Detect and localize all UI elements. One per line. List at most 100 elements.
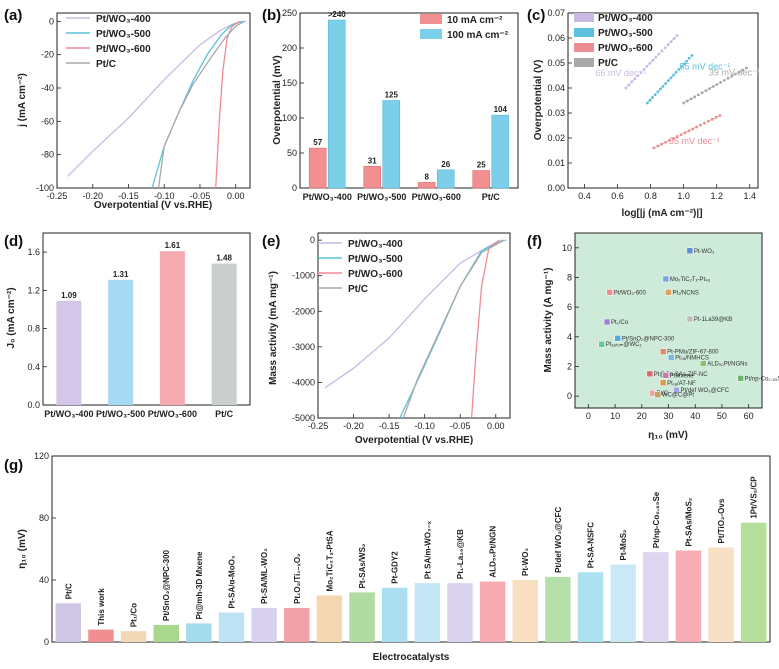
- panel-b-letter: (b): [262, 7, 281, 24]
- panel-c-legend-swatch: [574, 13, 594, 22]
- panel-c-ytick-label: 0.03: [547, 108, 565, 118]
- panel-a-xtick-label: -0.10: [154, 191, 175, 201]
- panel-e-plot-frame: [317, 232, 511, 419]
- panel-b: (b) 0 50 100 150 200 250 57 >240 Pt/WO₃-400 31 125 P…: [262, 7, 519, 202]
- panel-d-data-label: 1.48: [216, 254, 232, 263]
- panel-b-data-label: 104: [494, 105, 508, 114]
- panel-f-data-point: [606, 289, 613, 296]
- panel-b-bar: [327, 19, 346, 189]
- panel-c-legend-label: Pt/WO₃-600: [598, 43, 653, 54]
- panel-f-data-point: [686, 315, 694, 323]
- panel-c-xtick-label: 1.4: [743, 191, 756, 201]
- panel-g-category-label: Pt₁O₂/Ti₁₋ₓO₂: [293, 553, 302, 604]
- panel-f-point-label: Pt/SnO₂@NPC-300: [622, 336, 675, 342]
- panel-c-slope-label: 39 mV dec⁻¹: [709, 68, 760, 78]
- panel-g-category-label: Pt/np-Co₀.₈₅Se: [652, 491, 661, 548]
- panel-d-bar: [56, 300, 82, 405]
- panel-g-bar: [381, 587, 408, 642]
- panel-b-ylabel: Overpotential (mV): [272, 55, 283, 144]
- panel-a-ytick-label: -80: [41, 150, 54, 160]
- panel-f-xtick-label: 30: [663, 411, 673, 421]
- panel-e-legend-label: Pt/WO₃-400: [348, 239, 403, 250]
- panel-f-xtick-label: 50: [717, 411, 727, 421]
- panel-g-category-label: Pt-SA/α-MoO₃: [228, 555, 237, 608]
- panel-e-legend-label: Pt/WO₃-500: [348, 254, 403, 265]
- panel-e-series-line: [402, 239, 505, 419]
- panel-b-category-label: Pt/WO₃-400: [303, 192, 352, 202]
- panel-e-xtick-label: -0.10: [414, 421, 435, 431]
- panel-c-ytick-label: 0.07: [547, 8, 565, 18]
- panel-f-data-point: [662, 275, 670, 283]
- panel-f-point-label: Pt₁/NCNS: [673, 290, 699, 296]
- panel-b-bar: [308, 147, 327, 189]
- panel-g-category-label: Mo₂TiC₂Tₓ-PtSA: [325, 530, 334, 591]
- panel-e-ytick-label: -2000: [292, 306, 315, 316]
- panel-a-ytick-label: -20: [41, 50, 54, 60]
- panel-a-legend-label: Pt/WO₃-500: [96, 29, 151, 40]
- panel-e-xtick-label: -0.15: [379, 421, 400, 431]
- panel-a: (a) -0.25 -0.20 -0.15 -0.10 -0.05 0.00 0 -20 -40 -…: [4, 7, 251, 211]
- panel-c-fit-line: [647, 55, 693, 104]
- panel-f-point-label: Pt/WO₃-600: [614, 290, 647, 296]
- panel-g-bar: [218, 612, 245, 642]
- panel-g-bar: [316, 595, 343, 642]
- panel-g-category-label: Pt/SnO₂@NPC-300: [162, 549, 171, 620]
- panel-f-point-label: Pt₁ₐₜₒₘ@WC₁: [606, 342, 642, 348]
- panel-c-xlabel: log[|j (mA cm⁻²)|]: [621, 208, 702, 219]
- panel-g-category-label: Pt-SAs/WS₂: [358, 543, 367, 588]
- panel-a-ytick-label: -60: [41, 116, 54, 126]
- panel-e-ytick-label: -4000: [292, 377, 315, 387]
- panel-f-ytick-label: 2: [567, 361, 572, 371]
- panel-f-ytick-label: 4: [567, 332, 572, 342]
- panel-c-ylabel: Overpotential (V): [533, 60, 544, 141]
- panel-f-xtick-label: 0: [586, 411, 591, 421]
- panel-c-slope-label: 66 mV dec⁻¹: [595, 68, 646, 78]
- panel-b-category-label: Pt/WO₃-500: [357, 192, 406, 202]
- panel-f-letter: (f): [527, 233, 542, 250]
- panel-c-slope-label: 55 mV dec⁻¹: [680, 61, 731, 71]
- panel-c-data-point: [683, 131, 687, 135]
- panel-b-legend-swatch: [420, 29, 442, 39]
- panel-f-point-label: Pt₁/Co: [611, 320, 629, 326]
- panel-e-ytick-label: -5000: [292, 413, 315, 423]
- panel-f-point-label: Pt-WO₃: [694, 249, 715, 255]
- panel-c-ytick-label: 0.04: [547, 83, 565, 93]
- panel-f-point-label: Pt/np-Co₀.₈₅Se: [745, 376, 779, 382]
- panel-b-data-label: 25: [477, 161, 486, 170]
- panel-b-ytick-label: 100: [282, 113, 297, 123]
- panel-g-bar: [251, 607, 277, 642]
- panel-f-point-label: ALD₅₀Pt/NGNs: [707, 362, 747, 368]
- panel-e-ytick-label: -1000: [292, 271, 315, 281]
- panel-g-bar: [512, 580, 538, 642]
- panel-e-legend-label: Pt/WO₃-600: [348, 269, 403, 280]
- panel-f: (f) 0 10 20 30 40 50 60 0 2 4 6 8 10 Pt-WO₃ Mo₂TiC₂Tₓ-P…: [527, 232, 779, 441]
- panel-a-xtick-label: -0.20: [82, 191, 103, 201]
- panel-f-point-label: Pt/C: [656, 391, 668, 397]
- panel-c-legend-swatch: [574, 28, 594, 37]
- panel-f-data-point: [737, 375, 744, 382]
- panel-g-bar: [545, 576, 571, 642]
- panel-b-ytick-label: 50: [287, 148, 297, 158]
- panel-d-ytick-label: 1.2: [27, 285, 40, 295]
- panel-b-data-label: 31: [368, 156, 377, 165]
- panel-c-ytick-label: 0.02: [547, 133, 565, 143]
- panel-f-xtick-label: 10: [610, 411, 620, 421]
- panel-b-bar: [491, 114, 510, 189]
- panel-g-category-label: This work: [97, 588, 106, 626]
- panel-g-bar: [610, 564, 636, 642]
- panel-e-ytick-label: -3000: [292, 342, 315, 352]
- panel-c: (c) 0.4 0.6 0.8 1.0 1.2 1.4 0.00 0.01 0.02 0.03 0.0…: [527, 7, 760, 219]
- panel-c-ytick-label: 0.01: [547, 158, 565, 168]
- panel-g-ytick-label: 40: [39, 575, 49, 585]
- panel-f-point-label: WC@C@Pt: [662, 393, 695, 399]
- panel-a-series-line: [215, 20, 240, 189]
- panel-e-xlabel: Overpotential (V vs.RHE): [355, 435, 473, 446]
- panel-d-data-label: 1.09: [61, 291, 77, 300]
- panel-a-xtick-label: -0.25: [47, 191, 68, 201]
- panel-g-category-label: Pt SA/m-WO₃₋ₓ: [423, 521, 432, 579]
- panel-b-ytick-label: 250: [282, 8, 297, 18]
- panel-g-category-label: Pt-SA-NSFC: [587, 522, 596, 568]
- panel-d-ytick-label: 0.8: [27, 324, 40, 334]
- panel-c-data-point: [660, 142, 664, 146]
- panel-b-category-label: Pt/C: [482, 192, 501, 202]
